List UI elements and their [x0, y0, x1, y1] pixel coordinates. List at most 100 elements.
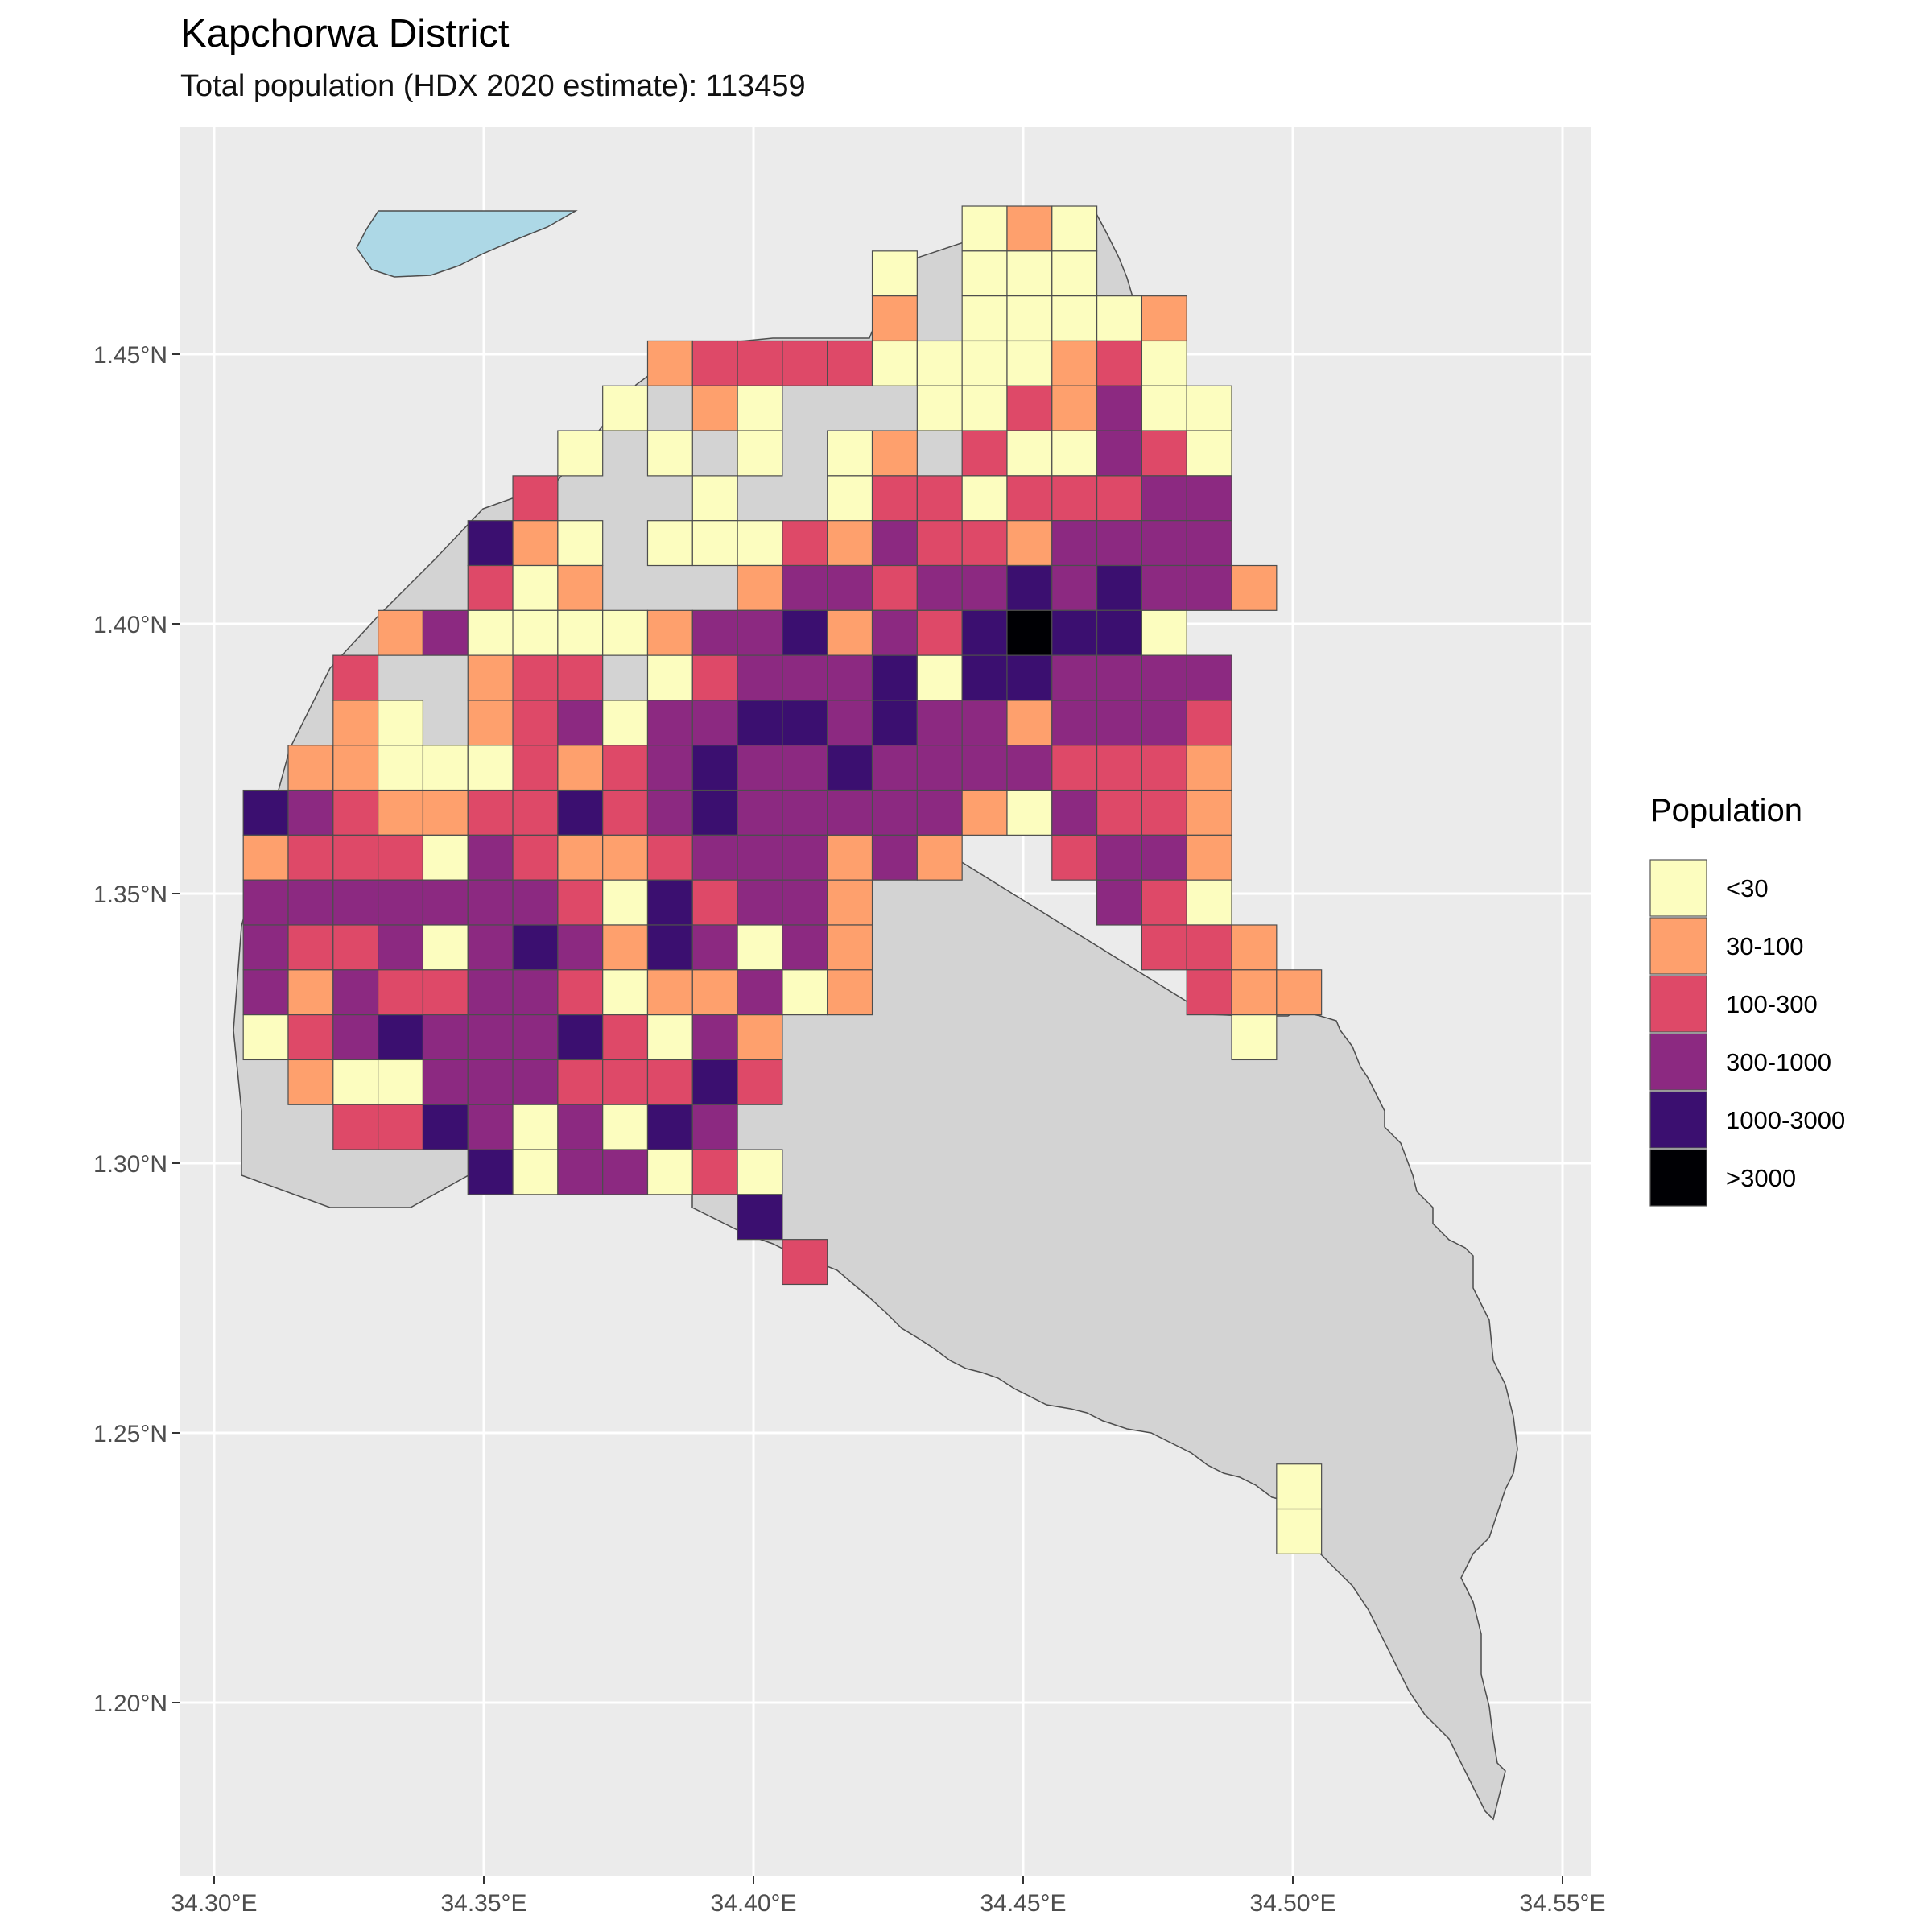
population-cell [961, 654, 1008, 701]
population-cell [916, 475, 963, 522]
population-cell [378, 789, 424, 836]
population-cell [512, 879, 559, 926]
population-cells [242, 205, 1323, 1554]
population-cell [557, 654, 604, 701]
population-cell [467, 1149, 514, 1195]
population-cell [737, 789, 783, 836]
legend-key [1649, 1091, 1707, 1149]
population-cell [467, 969, 514, 1016]
population-cell [287, 879, 334, 926]
population-cell [782, 879, 828, 926]
population-cell [1186, 475, 1232, 522]
population-cell [602, 385, 649, 431]
population-cell [512, 789, 559, 836]
population-cell [1006, 654, 1053, 701]
population-cell [602, 924, 649, 971]
x-tick-label: 34.40°E [710, 1890, 796, 1917]
population-cell [1141, 789, 1187, 836]
population-cell [827, 834, 873, 881]
population-cell [737, 609, 783, 656]
population-cell [646, 879, 693, 926]
population-cell [827, 879, 873, 926]
population-cell [782, 564, 828, 611]
population-cell [871, 295, 918, 342]
population-cell [691, 1014, 738, 1061]
population-cell [512, 564, 559, 611]
population-cell [691, 1149, 738, 1195]
population-cell [332, 924, 379, 971]
population-cell [646, 969, 693, 1016]
population-cell [1096, 609, 1142, 656]
population-cell [1006, 430, 1053, 477]
population-cell [916, 745, 963, 791]
population-cell [1006, 205, 1053, 252]
population-cell [1051, 385, 1098, 431]
population-cell [1051, 340, 1098, 386]
population-cell [1006, 564, 1053, 611]
population-cell [782, 654, 828, 701]
population-cell [737, 700, 783, 746]
population-cell [1096, 879, 1142, 926]
population-cell [691, 745, 738, 791]
population-cell [332, 1014, 379, 1061]
population-cell [512, 745, 559, 791]
population-cell [691, 924, 738, 971]
population-cell [512, 834, 559, 881]
population-cell [691, 1104, 738, 1150]
y-tick-label: 1.20°N [93, 1690, 167, 1717]
population-cell [1141, 475, 1187, 522]
population-cell [512, 520, 559, 567]
population-cell [646, 924, 693, 971]
population-cell [422, 1059, 469, 1105]
population-cell [557, 745, 604, 791]
population-cell [827, 789, 873, 836]
population-cell [422, 1014, 469, 1061]
y-tick-label: 1.25°N [93, 1421, 167, 1447]
population-cell [602, 879, 649, 926]
population-cell [691, 385, 738, 431]
population-cell [646, 430, 693, 477]
population-cell [916, 654, 963, 701]
population-cell [287, 1059, 334, 1105]
population-cell [691, 834, 738, 881]
population-cell [1096, 834, 1142, 881]
x-tick-label: 34.55°E [1519, 1890, 1605, 1917]
population-cell [827, 564, 873, 611]
population-cell [1186, 430, 1232, 477]
population-cell [1006, 250, 1053, 297]
legend-key [1649, 1033, 1707, 1091]
population-cell [827, 700, 873, 746]
population-cell [1096, 430, 1142, 477]
population-cell [557, 700, 604, 746]
legend-key [1649, 917, 1707, 975]
population-cell [422, 834, 469, 881]
population-cell [332, 654, 379, 701]
population-cell [961, 564, 1008, 611]
population-cell [782, 1239, 828, 1286]
population-cell [557, 879, 604, 926]
population-cell [378, 879, 424, 926]
population-cell [1051, 834, 1098, 881]
population-cell [1141, 564, 1187, 611]
y-tick-label: 1.35°N [93, 881, 167, 908]
legend-label: 30-100 [1726, 932, 1804, 960]
population-cell [1186, 834, 1232, 881]
x-tick-label: 34.50°E [1249, 1890, 1335, 1917]
population-cell [737, 654, 783, 701]
population-cell [602, 1014, 649, 1061]
population-cell [1096, 385, 1142, 431]
population-cell [737, 834, 783, 881]
population-cell [467, 789, 514, 836]
population-cell [242, 1014, 289, 1061]
population-cell [467, 654, 514, 701]
legend-key [1649, 975, 1707, 1033]
population-cell [332, 789, 379, 836]
population-cell [467, 520, 514, 567]
x-tick-label: 34.30°E [171, 1890, 257, 1917]
map-title: Kapchorwa District [180, 12, 510, 56]
population-cell [287, 789, 334, 836]
population-cell [871, 654, 918, 701]
population-cell [1186, 564, 1232, 611]
population-cell [1051, 430, 1098, 477]
population-cell [691, 520, 738, 567]
